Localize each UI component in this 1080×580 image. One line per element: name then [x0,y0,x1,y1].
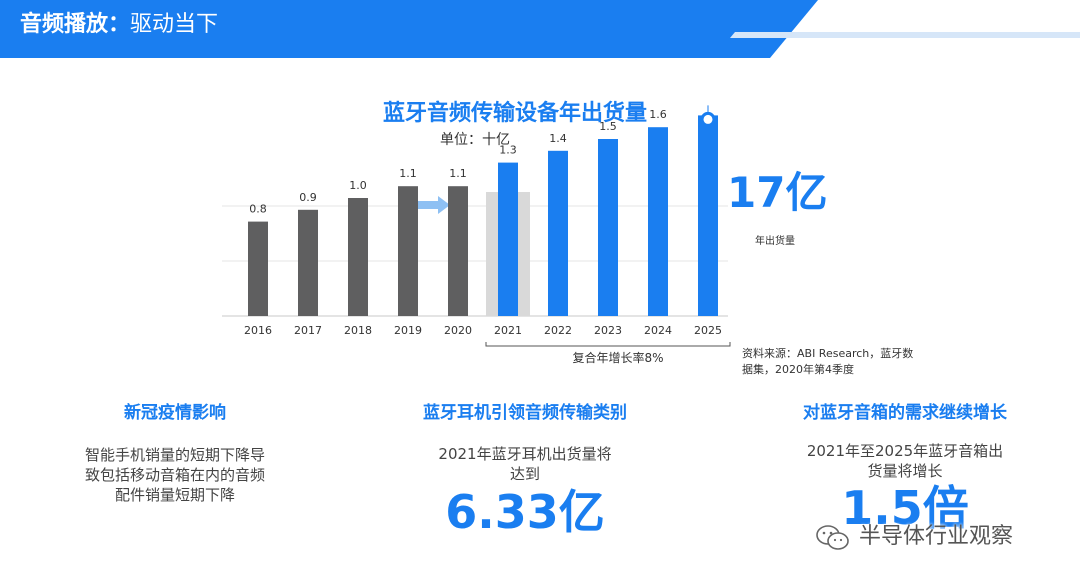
x-tick-label: 2016 [244,324,272,337]
callout-marker [700,111,716,127]
x-tick-label: 2021 [494,324,522,337]
data-label: 0.9 [299,191,317,204]
cagr-bracket [485,342,731,347]
big-number-speakers: 1.5倍 [841,481,969,535]
column-text-earbuds: 2021年蓝牙耳机出货量将 达到 [400,444,650,484]
bar-2019 [398,186,418,316]
big-number-earbuds: 6.33亿 [445,485,605,539]
column-title-earbuds: 蓝牙耳机引领音频传输类别 [423,403,627,423]
bar-2023 [598,139,618,316]
cagr-label: 复合年增长率8% [572,351,664,365]
header-banner: 音频播放：驱动当下 [0,0,1080,58]
x-tick-label: 2025 [694,324,722,337]
data-label: 0.8 [249,203,267,216]
data-label: 1.6 [649,108,667,121]
bar-2018 [348,198,368,316]
data-label: 1.5 [599,120,617,133]
wechat-icon [816,525,849,550]
data-label: 1.1 [449,167,467,180]
bar-2016 [248,221,268,316]
x-tick-label: 2018 [344,324,372,337]
data-label: 1.1 [399,167,417,180]
unit-label: 单位：十亿 [440,132,510,148]
x-tick-label: 2023 [594,324,622,337]
x-tick-label: 2017 [294,324,322,337]
banner-shape [0,0,1080,58]
text-line: 2021年蓝牙耳机出货量将 [438,445,612,463]
text-line: 2021年至2025年蓝牙音箱出 [806,442,1004,460]
column-title-covid: 新冠疫情影响 [124,403,226,423]
column-title-speakers: 对蓝牙音箱的需求继续增长 [803,403,1007,423]
x-tick-label: 2019 [394,324,422,337]
watermark-text: 半导体行业观察 [859,524,1014,549]
text-line: 配件销量短期下降 [114,486,235,504]
bar-2020 [448,186,468,316]
text-line: 致包括移动音箱在内的音频 [84,466,265,484]
text-line: 达到 [509,465,540,483]
data-label: 1.4 [549,132,567,145]
watermark: 半导体行业观察 [815,520,1065,556]
callout-value: 17亿 [727,168,828,217]
chart-title: 蓝牙音频传输设备年出货量 [382,101,647,126]
text-line: 货量将增长 [867,462,943,480]
source-note: 资料来源：ABI Research，蓝牙数据集，2020年第4季度 [742,347,914,376]
data-label: 1.3 [499,144,517,157]
callout-label: 年出货量 [755,236,795,247]
bar-2024 [648,127,668,316]
x-tick-label: 2022 [544,324,572,337]
bar-2022 [548,150,568,316]
trend-arrow [400,196,450,214]
bar-2025 [698,115,718,317]
page-title: 音频播放：驱动当下 [20,12,219,37]
data-label: 1.0 [349,179,367,192]
column-text-covid: 智能手机销量的短期下降导 致包括移动音箱在内的音频 配件销量短期下降 [55,445,295,505]
x-tick-label: 2020 [444,324,472,337]
column-text-speakers: 2021年至2025年蓝牙音箱出 货量将增长 [775,441,1035,481]
bar-2021 [498,162,518,316]
bar-2017 [298,209,318,316]
x-tick-label: 2024 [644,324,672,337]
text-line: 智能手机销量的短期下降导 [84,446,265,464]
